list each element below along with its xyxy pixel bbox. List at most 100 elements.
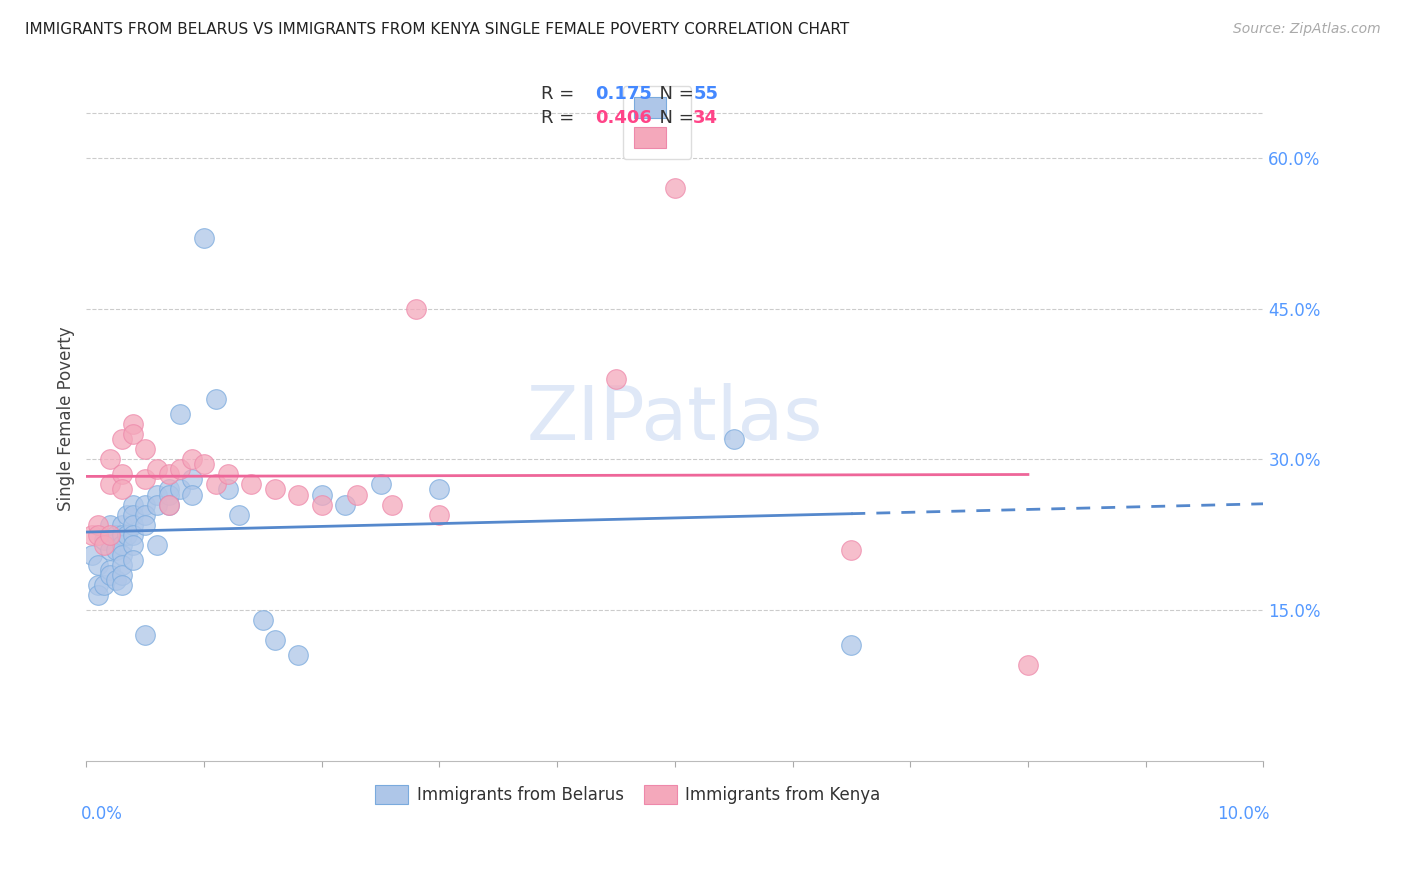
Point — [82, 548, 104, 562]
Point — [311, 487, 333, 501]
Point — [98, 517, 121, 532]
Text: 55: 55 — [693, 85, 718, 103]
Point — [87, 517, 110, 532]
Point — [204, 477, 226, 491]
Point — [157, 467, 180, 482]
Point — [104, 573, 127, 587]
Point — [110, 558, 132, 572]
Point — [370, 477, 392, 491]
Text: R =: R = — [541, 109, 586, 127]
Point — [605, 372, 627, 386]
Point — [181, 452, 204, 467]
Point — [87, 558, 110, 572]
Point — [240, 477, 263, 491]
Point — [122, 517, 145, 532]
Point — [228, 508, 250, 522]
Point — [98, 568, 121, 582]
Y-axis label: Single Female Poverty: Single Female Poverty — [58, 326, 75, 511]
Point — [110, 432, 132, 446]
Point — [1017, 658, 1039, 673]
Point — [287, 487, 309, 501]
Point — [134, 442, 156, 457]
Point — [117, 527, 139, 541]
Point — [98, 477, 121, 491]
Point — [98, 542, 121, 557]
Text: 0.0%: 0.0% — [80, 805, 122, 823]
Point — [217, 467, 239, 482]
Point — [217, 483, 239, 497]
Point — [157, 498, 180, 512]
Point — [157, 487, 180, 501]
Text: 10.0%: 10.0% — [1216, 805, 1270, 823]
Text: 0.175: 0.175 — [595, 85, 651, 103]
Point — [110, 527, 132, 541]
Point — [110, 568, 132, 582]
Point — [664, 181, 686, 195]
Point — [841, 638, 863, 652]
Point — [110, 548, 132, 562]
Point — [134, 508, 156, 522]
Point — [181, 472, 204, 486]
Text: IMMIGRANTS FROM BELARUS VS IMMIGRANTS FROM KENYA SINGLE FEMALE POVERTY CORRELATI: IMMIGRANTS FROM BELARUS VS IMMIGRANTS FR… — [25, 22, 849, 37]
Point — [169, 462, 191, 476]
Point — [157, 483, 180, 497]
Point — [193, 231, 215, 245]
Point — [122, 417, 145, 432]
Point — [146, 498, 169, 512]
Legend: Immigrants from Belarus, Immigrants from Kenya: Immigrants from Belarus, Immigrants from… — [368, 778, 887, 811]
Point — [287, 648, 309, 663]
Point — [110, 467, 132, 482]
Point — [110, 538, 132, 552]
Point — [104, 542, 127, 557]
Point — [98, 527, 121, 541]
Point — [157, 498, 180, 512]
Text: ZIPatlas: ZIPatlas — [527, 383, 823, 456]
Point — [841, 542, 863, 557]
Point — [122, 427, 145, 442]
Point — [181, 487, 204, 501]
Point — [122, 508, 145, 522]
Point — [122, 498, 145, 512]
Point — [122, 538, 145, 552]
Point — [263, 483, 285, 497]
Point — [405, 301, 427, 316]
Point — [252, 613, 274, 627]
Point — [193, 458, 215, 472]
Point — [381, 498, 404, 512]
Text: R =: R = — [541, 85, 586, 103]
Point — [87, 578, 110, 592]
Point — [146, 462, 169, 476]
Point — [93, 533, 115, 547]
Point — [110, 578, 132, 592]
Point — [134, 498, 156, 512]
Point — [104, 527, 127, 541]
Point — [82, 527, 104, 541]
Point — [169, 483, 191, 497]
Point — [429, 483, 451, 497]
Text: 34: 34 — [693, 109, 718, 127]
Point — [110, 483, 132, 497]
Text: Source: ZipAtlas.com: Source: ZipAtlas.com — [1233, 22, 1381, 37]
Text: N =: N = — [648, 109, 700, 127]
Point — [134, 628, 156, 642]
Point — [311, 498, 333, 512]
Point — [723, 432, 745, 446]
Point — [146, 538, 169, 552]
Point — [98, 563, 121, 577]
Point — [93, 578, 115, 592]
Point — [117, 508, 139, 522]
Point — [98, 452, 121, 467]
Text: N =: N = — [648, 85, 700, 103]
Point — [122, 527, 145, 541]
Point — [429, 508, 451, 522]
Point — [263, 633, 285, 648]
Text: 0.406: 0.406 — [595, 109, 651, 127]
Point — [134, 472, 156, 486]
Point — [169, 407, 191, 421]
Point — [122, 553, 145, 567]
Point — [204, 392, 226, 406]
Point — [87, 527, 110, 541]
Point — [335, 498, 357, 512]
Point — [346, 487, 368, 501]
Point — [110, 517, 132, 532]
